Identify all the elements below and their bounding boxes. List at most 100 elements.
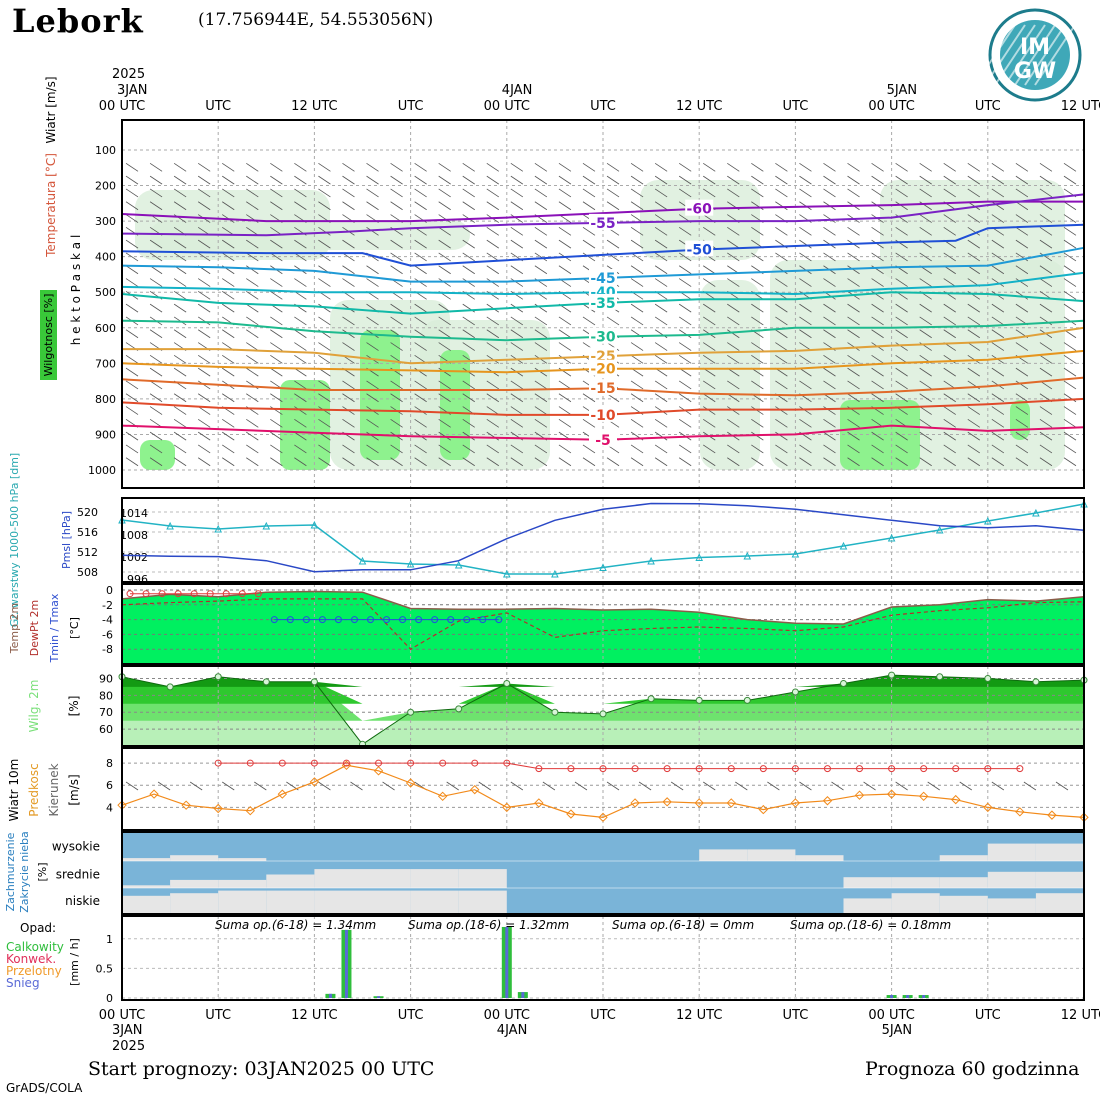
wind-barb bbox=[1015, 214, 1029, 223]
wind-barb bbox=[847, 163, 860, 172]
wind-barb bbox=[630, 457, 644, 467]
wind-barb bbox=[823, 278, 836, 287]
wind-barb bbox=[438, 329, 451, 339]
snow-bar bbox=[377, 996, 381, 998]
wind-gust-marker bbox=[503, 759, 511, 767]
precip-title: Opad: bbox=[20, 921, 56, 935]
wind-gust-marker bbox=[695, 765, 703, 773]
cloud-cover-block bbox=[843, 898, 892, 914]
wind-speed-marker bbox=[309, 777, 320, 787]
humidity-marker bbox=[791, 688, 799, 696]
wind-barb bbox=[991, 265, 1005, 275]
wind-barb bbox=[654, 201, 668, 211]
pressure-tick-label: 700 bbox=[95, 357, 116, 370]
humidity-marker bbox=[599, 710, 607, 718]
wind-barb bbox=[222, 291, 235, 300]
wind-barb bbox=[751, 252, 764, 262]
wind-barb bbox=[1015, 278, 1029, 287]
wind-barb bbox=[486, 163, 500, 172]
wind-barb bbox=[246, 163, 259, 172]
wind-barb bbox=[414, 406, 427, 415]
wind-barb bbox=[847, 444, 860, 454]
wind-barb bbox=[727, 227, 740, 236]
tmin-marker bbox=[367, 616, 375, 624]
humidity-marker bbox=[936, 673, 944, 681]
wind-barb bbox=[197, 278, 211, 287]
humidity-panel-frame bbox=[121, 665, 1085, 747]
wind-barb bbox=[799, 329, 812, 339]
wind-barb bbox=[991, 303, 1005, 313]
wind-barb bbox=[606, 342, 620, 351]
wind-barb bbox=[703, 303, 716, 313]
upper-air-panel-frame bbox=[121, 119, 1085, 489]
wind-barb bbox=[943, 188, 956, 198]
dewpoint-axis-label: DewPt 2m bbox=[28, 600, 41, 656]
precip-legend-entry: Konwek. bbox=[6, 952, 56, 966]
wind-barb bbox=[366, 380, 379, 390]
wind-barb bbox=[823, 252, 836, 262]
wind-barb bbox=[438, 367, 451, 377]
top-time-label: 00 UTC bbox=[868, 99, 914, 114]
wind-barb bbox=[246, 239, 259, 249]
wind-barb bbox=[294, 342, 307, 351]
wind-barb bbox=[871, 444, 884, 454]
snow-bar bbox=[344, 929, 348, 998]
wind-barb bbox=[1039, 175, 1053, 185]
surface-wind-barb bbox=[831, 781, 844, 791]
wind-barb bbox=[967, 303, 981, 313]
top-time-label: UTC bbox=[590, 99, 616, 114]
wind-barb bbox=[462, 252, 475, 262]
wind-barb bbox=[727, 175, 740, 185]
wind-barb bbox=[414, 393, 427, 403]
wind-barb bbox=[727, 380, 740, 390]
wind-barb bbox=[678, 393, 692, 403]
wind-barb bbox=[270, 201, 283, 211]
wind-barb bbox=[654, 252, 668, 262]
wind-barb bbox=[197, 406, 211, 415]
wind-barb bbox=[246, 316, 259, 326]
wind-barb bbox=[173, 278, 187, 287]
wind-barb bbox=[270, 278, 283, 287]
tmax-marker bbox=[238, 590, 246, 598]
wind-barb bbox=[991, 175, 1005, 185]
wind-barb bbox=[125, 355, 139, 364]
wind-barb bbox=[1039, 227, 1053, 236]
precip-tick-label: 0.5 bbox=[96, 962, 114, 975]
wind-axis-label: Wiatr 10m bbox=[7, 759, 21, 822]
tmin-marker bbox=[383, 616, 391, 624]
logo-stripe bbox=[974, 24, 1016, 86]
wind-barb bbox=[967, 163, 981, 172]
wind-barb bbox=[847, 316, 860, 326]
logo-stripe bbox=[1014, 24, 1056, 86]
pressure-tick-label: 300 bbox=[95, 215, 116, 228]
wind-barb bbox=[438, 393, 451, 403]
wind-barb bbox=[414, 163, 427, 172]
wind-barb bbox=[197, 419, 211, 428]
wind-barb bbox=[919, 419, 932, 428]
wind-barb bbox=[294, 239, 307, 249]
thickness-tick-label: 508 bbox=[77, 566, 98, 579]
wind-barb bbox=[558, 380, 572, 390]
wind-barb bbox=[799, 406, 812, 415]
tmin-marker bbox=[495, 616, 503, 624]
wind-barb bbox=[823, 316, 836, 326]
wind-barb bbox=[246, 355, 259, 364]
wind-barb bbox=[342, 163, 355, 172]
surface-wind-barb bbox=[638, 781, 652, 791]
wind-barb bbox=[751, 278, 764, 287]
wind-barb bbox=[149, 303, 163, 313]
wind-speed-marker bbox=[149, 789, 159, 799]
wind-barb bbox=[630, 227, 644, 236]
wind-barb bbox=[149, 406, 163, 415]
wind-barb bbox=[1015, 188, 1029, 198]
temp-axis-label: Temp 2m bbox=[8, 603, 21, 655]
wind-barb bbox=[895, 163, 908, 172]
wind-barb bbox=[294, 444, 307, 454]
wind-barb bbox=[582, 201, 596, 211]
wind-barb bbox=[294, 278, 307, 287]
isotherm-label-bg bbox=[589, 430, 617, 447]
wind-barb bbox=[270, 239, 283, 249]
tmax-marker bbox=[142, 590, 150, 598]
wind-gust-marker bbox=[856, 765, 864, 773]
wind-barb bbox=[534, 175, 548, 185]
